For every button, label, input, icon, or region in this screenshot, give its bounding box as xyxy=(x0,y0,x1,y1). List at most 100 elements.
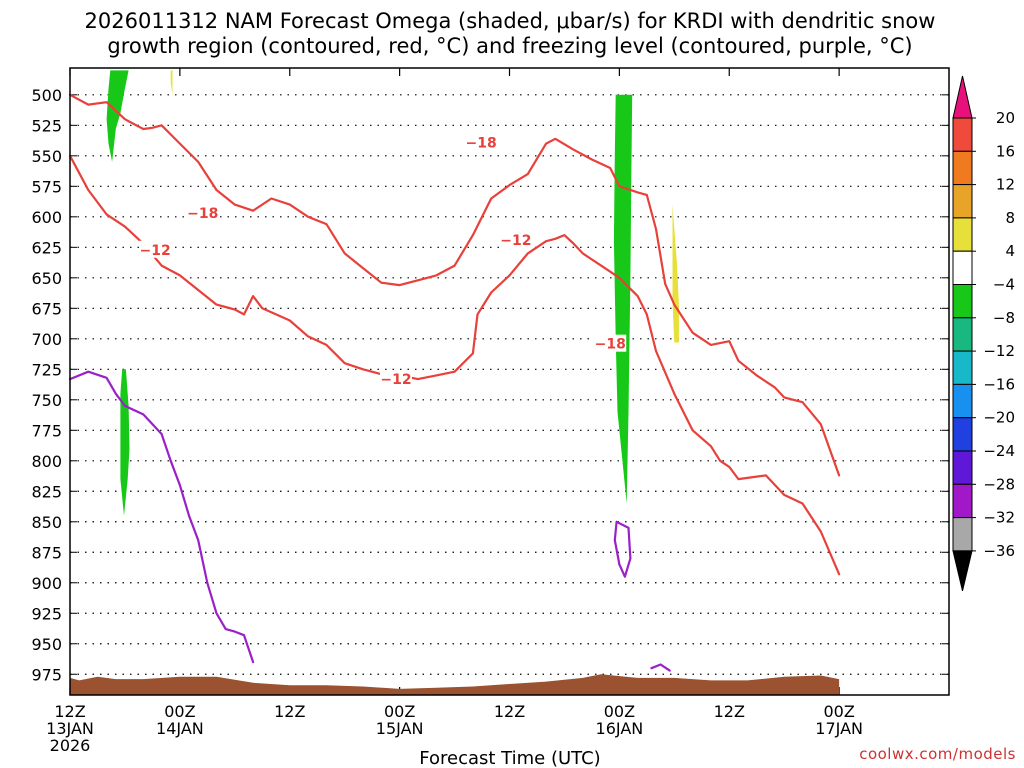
colorbar-tick-label: 4 xyxy=(1005,242,1015,260)
series-line-4 xyxy=(650,663,671,672)
colorbar-tick-label: −16 xyxy=(983,375,1015,393)
chart-title-line-1: 2026011312 NAM Forecast Omega (shaded, μ… xyxy=(85,9,936,33)
y-tick-label: 775 xyxy=(31,421,62,440)
x-tick-label: 2026 xyxy=(50,736,91,755)
y-tick-label: 600 xyxy=(31,208,62,227)
colorbar-tick-label: −20 xyxy=(983,409,1015,427)
x-tick-label: 12Z xyxy=(714,702,745,721)
omega-shading xyxy=(106,70,679,516)
y-tick-label: 925 xyxy=(31,604,62,623)
x-tick-label: 16JAN xyxy=(596,719,644,738)
contour-label-bg xyxy=(499,230,532,248)
colorbar-bin xyxy=(952,317,973,352)
terrain-surface xyxy=(70,674,840,695)
colorbar-tick-label: −32 xyxy=(983,509,1015,527)
omega-negative-3 xyxy=(613,94,633,504)
y-tick-label: 700 xyxy=(31,330,62,349)
y-tick-label: 725 xyxy=(31,360,62,379)
x-tick-label: 12Z xyxy=(274,702,305,721)
colorbar-tick-label: 12 xyxy=(996,176,1015,194)
colorbar-bin xyxy=(952,150,973,186)
contour-label: −12 xyxy=(500,233,531,249)
x-tick-label: 00Z xyxy=(604,702,635,721)
colorbar-tick-label: −24 xyxy=(983,442,1015,460)
y-tick-label: 850 xyxy=(31,513,62,532)
y-tick-label: 800 xyxy=(31,452,62,471)
contour-label-bg xyxy=(379,370,412,388)
colorbar-bin xyxy=(952,450,973,485)
contour-label: −18 xyxy=(187,206,218,222)
plot-frame xyxy=(69,67,950,696)
grid-lines xyxy=(69,68,949,695)
omega-positive-2 xyxy=(672,204,679,343)
series-line-1 xyxy=(68,154,841,576)
y-axis-ticks: 500 525 550 575 600 625 650 675 700 725 750 775 800 8… xyxy=(31,86,62,684)
x-tick-label: 14JAN xyxy=(156,719,204,738)
x-tick-label: 00Z xyxy=(384,702,415,721)
y-tick-label: 750 xyxy=(31,391,62,410)
colorbar-bottom-arrow xyxy=(952,550,973,592)
chart-title-line-2: growth region (contoured, red, °C) and f… xyxy=(107,34,912,58)
x-tick-label: 12Z xyxy=(54,702,85,721)
credit-text: coolwx.com/models xyxy=(859,745,1016,763)
y-tick-label: 675 xyxy=(31,299,62,318)
y-tick-label: 975 xyxy=(31,665,62,684)
colorbar-bin xyxy=(952,217,973,252)
y-tick-label: 525 xyxy=(31,116,62,135)
colorbar-bin xyxy=(952,517,973,552)
colorbar-bin xyxy=(952,383,973,419)
x-tick-label: 13JAN xyxy=(46,719,94,738)
x-tick-label: 15JAN xyxy=(376,719,424,738)
y-tick-label: 900 xyxy=(31,574,62,593)
omega-negative-1 xyxy=(106,70,129,162)
contour-label-bg xyxy=(594,334,627,352)
colorbar-bin xyxy=(952,184,973,219)
contour-label: −18 xyxy=(466,135,497,151)
series-line-3 xyxy=(613,520,632,578)
x-tick-label: 12Z xyxy=(494,702,525,721)
contour-label-bg xyxy=(186,204,219,222)
series-line-0 xyxy=(68,93,841,477)
colorbar-bin xyxy=(952,284,973,319)
contour-label: −12 xyxy=(140,243,171,259)
colorbar-bin xyxy=(952,417,973,452)
colorbar: 20 16 12 8 4 −4 −8 −12 −16 −20 −24 −28 −32 −36 xyxy=(952,75,1015,592)
colorbar-tick-label: 16 xyxy=(996,142,1015,160)
contour-label: −12 xyxy=(380,372,411,388)
contour-label-bg xyxy=(139,240,172,258)
omega-positive-1 xyxy=(170,70,173,95)
x-tick-label: 17JAN xyxy=(815,719,863,738)
y-tick-label: 875 xyxy=(31,543,62,562)
x-axis-title: Forecast Time (UTC) xyxy=(419,748,600,768)
colorbar-tick-label: −36 xyxy=(983,542,1015,560)
colorbar-bin xyxy=(952,350,973,385)
colorbar-tick-label: −8 xyxy=(993,309,1015,327)
y-tick-label: 575 xyxy=(31,177,62,196)
colorbar-tick-label: −28 xyxy=(983,475,1015,493)
series-line-2 xyxy=(68,370,255,664)
y-tick-label: 625 xyxy=(31,238,62,257)
terrain-fill xyxy=(70,674,840,695)
colorbar-top-arrow xyxy=(952,75,973,119)
contour-lines xyxy=(68,93,841,672)
omega-negative-2 xyxy=(120,369,130,516)
colorbar-bin xyxy=(952,483,973,519)
x-tick-label: 00Z xyxy=(823,702,854,721)
y-tick-label: 825 xyxy=(31,482,62,501)
colorbar-tick-label: −4 xyxy=(993,276,1015,294)
colorbar-bin xyxy=(952,117,973,152)
colorbar-tick-label: −12 xyxy=(983,342,1015,360)
contour-label: −18 xyxy=(595,337,626,353)
contour-labels: −18 −18 −18 −12 −12 −12 xyxy=(139,133,627,388)
contour-label-bg xyxy=(465,133,498,151)
colorbar-tick-label: 8 xyxy=(1005,209,1015,227)
y-tick-label: 950 xyxy=(31,635,62,654)
x-tick-label: 00Z xyxy=(164,702,195,721)
colorbar-tick-label: 20 xyxy=(996,109,1015,127)
y-tick-label: 500 xyxy=(31,86,62,105)
colorbar-bin xyxy=(952,250,973,285)
y-tick-label: 650 xyxy=(31,269,62,288)
y-tick-label: 550 xyxy=(31,147,62,166)
